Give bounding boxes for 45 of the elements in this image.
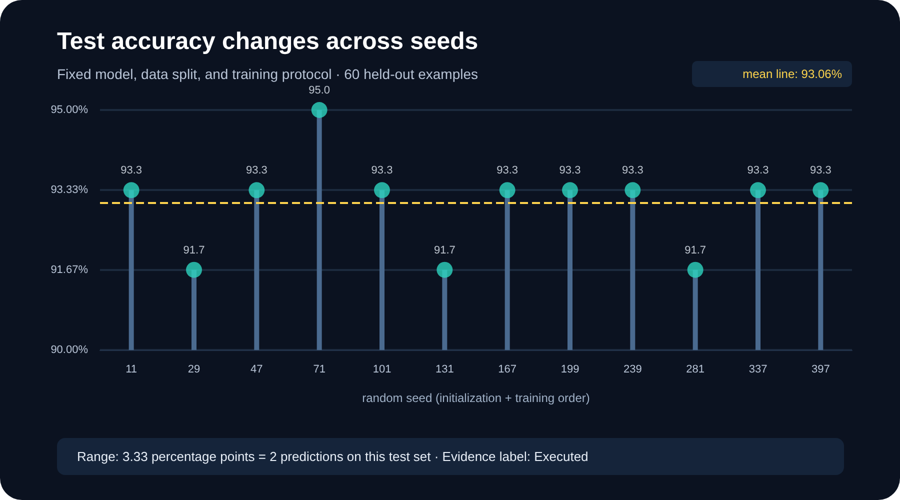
data-label: 93.3 xyxy=(622,164,644,177)
point xyxy=(750,182,766,198)
data-label: 93.3 xyxy=(810,164,832,177)
point xyxy=(436,262,453,278)
data-label: 93.3 xyxy=(246,164,268,177)
x-tick-label: 11 xyxy=(126,364,138,376)
point xyxy=(624,182,641,198)
data-label: 95.0 xyxy=(308,84,330,96)
y-tick-label: 93.33% xyxy=(50,184,88,196)
chart-title: Test accuracy changes across seeds xyxy=(57,28,478,56)
y-tick-label: 91.67% xyxy=(50,264,88,276)
data-label: 91.7 xyxy=(684,244,706,256)
point xyxy=(374,182,390,198)
point xyxy=(123,182,140,198)
x-tick-label: 337 xyxy=(748,364,768,376)
point xyxy=(687,262,704,278)
x-tick-label: 47 xyxy=(250,364,263,376)
data-label: 93.3 xyxy=(371,164,393,177)
data-label: 93.3 xyxy=(559,164,581,177)
x-axis-title: random seed (initialization + training order) xyxy=(362,391,590,405)
x-tick-label: 131 xyxy=(435,364,454,376)
point xyxy=(311,102,328,118)
x-tick-label: 167 xyxy=(498,364,517,376)
text: Range: 3.33 percentage points = 2 predictions on this test set · Evidence label: Executed xyxy=(57,438,844,475)
data-label: 91.7 xyxy=(434,244,456,256)
x-tick-label: 199 xyxy=(560,364,580,376)
point xyxy=(812,182,829,198)
y-tick-label: 95.00% xyxy=(50,104,88,116)
chart-subtitle: Fixed model, data split, and training protocol · 60 held-out examples xyxy=(57,66,478,82)
data-label: 93.3 xyxy=(120,164,142,177)
point xyxy=(562,182,578,198)
y-tick-label: 90.00% xyxy=(50,344,88,356)
point xyxy=(499,182,516,198)
x-tick-label: 101 xyxy=(372,364,392,376)
data-label: 93.3 xyxy=(747,164,769,177)
ref-line-label: mean line: 93.06% xyxy=(692,61,852,87)
x-tick-label: 29 xyxy=(188,364,200,376)
x-tick-label: 281 xyxy=(686,364,705,376)
point xyxy=(248,182,265,198)
data-label: 91.7 xyxy=(183,244,205,256)
x-tick-label: 397 xyxy=(811,364,830,376)
data-label: 93.3 xyxy=(496,164,518,177)
x-tick-label: 239 xyxy=(623,364,642,376)
point xyxy=(186,262,202,278)
x-tick-label: 71 xyxy=(313,364,326,376)
